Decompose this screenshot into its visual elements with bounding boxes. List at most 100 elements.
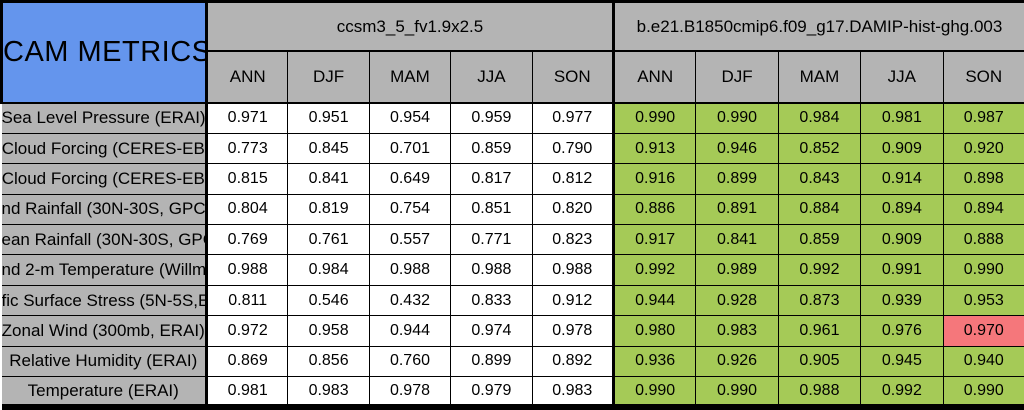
model-header-row: CAM METRICS ccsm3_5_fv1.9x2.5 b.e21.B185…	[0, 0, 1024, 104]
value-cell: 0.852	[777, 132, 862, 165]
metric-row-label: Cloud Forcing (CERES-EB	[1, 163, 207, 195]
value-cell: 0.913	[611, 132, 697, 165]
value-cell: 0.916	[611, 163, 697, 195]
metric-row-label: Relative Humidity (ERAI)	[1, 345, 207, 378]
value-cell: 0.773	[204, 132, 289, 165]
value-cell: 0.944	[368, 315, 452, 347]
value-cell: 0.977	[531, 102, 614, 134]
value-cell-flagged: 0.970	[942, 315, 1024, 347]
value-cell: 0.884	[777, 193, 862, 226]
value-cell: 0.804	[204, 193, 289, 226]
value-cell: 0.926	[695, 345, 779, 378]
model-name-header-1: ccsm3_5_fv1.9x2.5	[205, 0, 614, 52]
value-cell: 0.990	[611, 376, 697, 408]
season-header-cell: JJA	[450, 50, 533, 104]
season-header-cell: DJF	[695, 50, 779, 104]
value-cell: 0.936	[611, 345, 697, 378]
value-cell: 0.557	[368, 224, 452, 256]
value-cell: 0.546	[287, 284, 370, 317]
value-cell: 0.851	[450, 193, 533, 226]
value-cell: 0.928	[695, 284, 779, 317]
value-cell: 0.988	[777, 376, 862, 408]
value-cell: 0.649	[368, 163, 452, 195]
value-cell: 0.953	[942, 284, 1024, 317]
value-cell: 0.978	[368, 376, 452, 408]
value-cell: 0.894	[942, 193, 1024, 226]
table-row: ean Rainfall (30N-30S, GPC 0.769 0.761 0…	[1, 224, 1024, 256]
value-cell: 0.972	[204, 315, 289, 347]
value-cell: 0.939	[860, 284, 944, 317]
model-name-header-2: b.e21.B1850cmip6.f09_g17.DAMIP-hist-ghg.…	[611, 0, 1024, 52]
value-cell: 0.988	[368, 254, 452, 286]
season-header-row: ANN DJF MAM JJA SON ANN DJF MAM JJA SON	[2, 50, 1024, 104]
value-cell: 0.894	[860, 193, 944, 226]
value-cell: 0.823	[531, 224, 614, 256]
value-cell: 0.992	[860, 376, 944, 408]
value-cell: 0.983	[695, 315, 779, 347]
value-cell: 0.761	[287, 224, 370, 256]
metric-row-label: Sea Level Pressure (ERAI)	[1, 102, 207, 134]
table-row: Relative Humidity (ERAI) 0.869 0.856 0.7…	[1, 345, 1024, 378]
value-cell: 0.990	[695, 376, 779, 408]
table-title: CAM METRICS	[0, 0, 208, 104]
value-cell: 0.815	[204, 163, 289, 195]
value-cell: 0.845	[287, 132, 370, 165]
metric-row-label: nd Rainfall (30N-30S, GPC	[1, 193, 207, 226]
value-cell: 0.958	[287, 315, 370, 347]
value-cell: 0.988	[450, 254, 533, 286]
season-header-cell: SON	[531, 50, 614, 104]
value-cell: 0.940	[942, 345, 1024, 378]
metric-row-label: ean Rainfall (30N-30S, GPC	[1, 224, 207, 256]
value-cell: 0.990	[942, 254, 1024, 286]
metric-row-label: fic Surface Stress (5N-5S,E	[1, 284, 207, 317]
value-cell: 0.701	[368, 132, 452, 165]
season-header-cell: DJF	[287, 50, 370, 104]
value-cell: 0.909	[860, 224, 944, 256]
value-cell: 0.754	[368, 193, 452, 226]
value-cell: 0.841	[695, 224, 779, 256]
season-header-cell: MAM	[368, 50, 452, 104]
value-cell: 0.990	[942, 376, 1024, 408]
value-cell: 0.888	[942, 224, 1024, 256]
value-cell: 0.981	[204, 376, 289, 408]
value-cell: 0.833	[450, 284, 533, 317]
value-cell: 0.760	[368, 345, 452, 378]
value-cell: 0.886	[611, 193, 697, 226]
value-cell: 0.988	[204, 254, 289, 286]
value-cell: 0.961	[777, 315, 862, 347]
value-cell: 0.974	[450, 315, 533, 347]
value-cell: 0.820	[531, 193, 614, 226]
value-cell: 0.912	[531, 284, 614, 317]
value-cell: 0.892	[531, 345, 614, 378]
value-cell: 0.954	[368, 102, 452, 134]
value-cell: 0.946	[695, 132, 779, 165]
table-row: Cloud Forcing (CERES-EB 0.773 0.845 0.70…	[1, 132, 1024, 165]
value-cell: 0.981	[860, 102, 944, 134]
value-cell: 0.917	[611, 224, 697, 256]
value-cell: 0.944	[611, 284, 697, 317]
value-cell: 0.971	[204, 102, 289, 134]
value-cell: 0.790	[531, 132, 614, 165]
value-cell: 0.817	[450, 163, 533, 195]
value-cell: 0.992	[611, 254, 697, 286]
value-cell: 0.976	[860, 315, 944, 347]
value-cell: 0.959	[450, 102, 533, 134]
table-row: Cloud Forcing (CERES-EB 0.815 0.841 0.64…	[1, 163, 1024, 195]
value-cell: 0.987	[942, 102, 1024, 134]
metric-row-label: nd 2-m Temperature (Willmo	[1, 254, 207, 286]
value-cell: 0.909	[860, 132, 944, 165]
value-cell: 0.989	[695, 254, 779, 286]
value-cell: 0.984	[777, 102, 862, 134]
value-cell: 0.811	[204, 284, 289, 317]
table-row: Zonal Wind (300mb, ERAI) 0.972 0.958 0.9…	[1, 315, 1024, 347]
season-header-cell: JJA	[860, 50, 944, 104]
season-header-cell: SON	[942, 50, 1024, 104]
value-cell: 0.869	[204, 345, 289, 378]
metric-row-label: Zonal Wind (300mb, ERAI)	[1, 315, 207, 347]
value-cell: 0.898	[942, 163, 1024, 195]
table-row: nd 2-m Temperature (Willmo 0.988 0.984 0…	[1, 254, 1024, 286]
table-row: fic Surface Stress (5N-5S,E 0.811 0.546 …	[1, 284, 1024, 317]
value-cell: 0.990	[695, 102, 779, 134]
value-cell: 0.978	[531, 315, 614, 347]
